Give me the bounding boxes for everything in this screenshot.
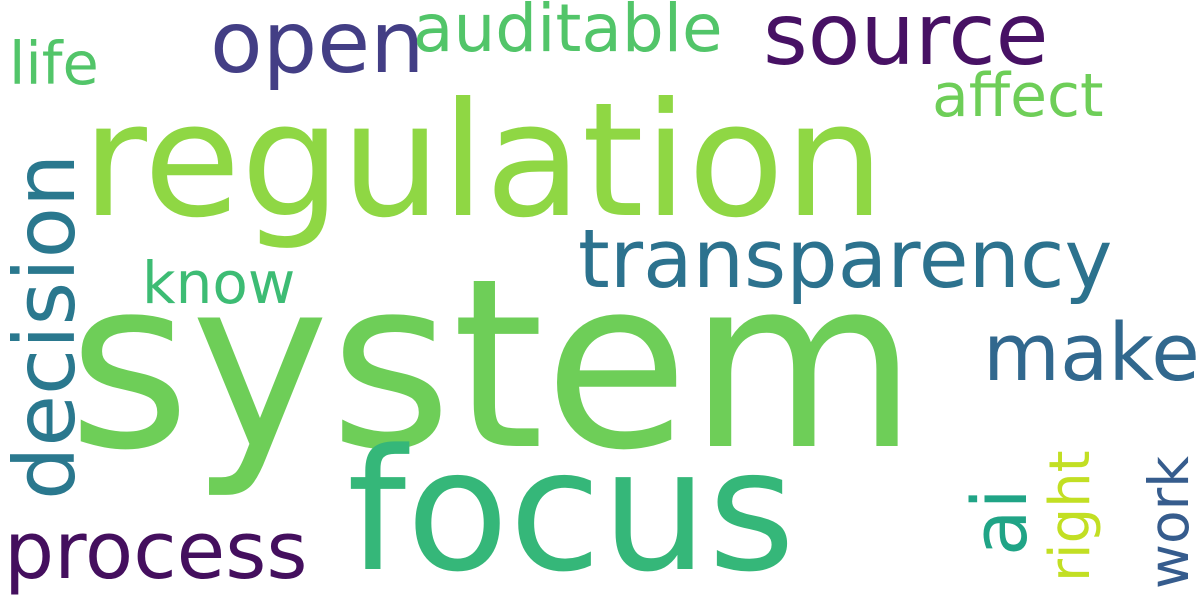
word-decision: decision: [0, 153, 94, 500]
word-system: system: [68, 229, 918, 502]
word-affect: affect: [932, 61, 1104, 131]
word-process: process: [4, 505, 308, 597]
word-transparency: transparency: [578, 213, 1113, 307]
word-know: know: [142, 249, 296, 317]
word-focus: focus: [347, 413, 796, 600]
word-auditable: auditable: [413, 0, 723, 67]
word-work: work: [1137, 455, 1200, 589]
word-source: source: [763, 0, 1049, 85]
word-regulation: regulation: [82, 69, 885, 253]
word-life: life: [9, 29, 99, 98]
word-right: right: [1038, 450, 1103, 582]
word-make: make: [983, 307, 1200, 399]
word-open: open: [210, 0, 425, 93]
word-ai: ai: [955, 488, 1044, 556]
